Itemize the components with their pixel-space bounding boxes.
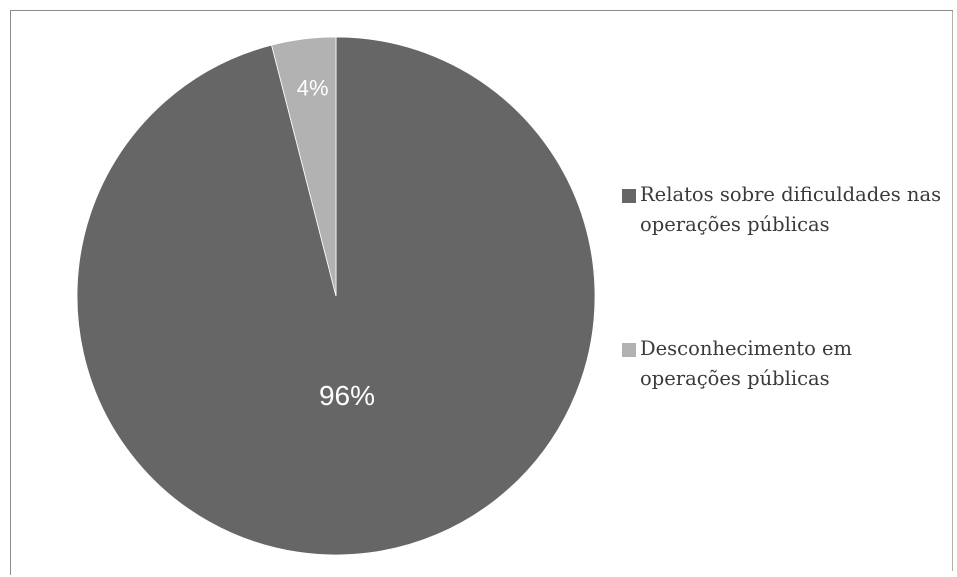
pie-label-1: 4% [297,76,329,101]
pie-data-labels: 96% 4% [297,76,375,411]
legend-swatch-desconhecimento [622,343,636,357]
legend-item-desconhecimento: Desconhecimento em operações públicas [622,334,952,394]
chart-legend: Relatos sobre dificuldades nas operações… [622,180,952,394]
legend-label-relatos: Relatos sobre dificuldades nas operações… [640,183,942,236]
legend-item-relatos: Relatos sobre dificuldades nas operações… [622,180,952,240]
pie-label-0: 96% [319,380,375,411]
pie-slices [76,36,596,556]
pie-slice-1 [271,36,337,297]
legend-label-desconhecimento: Desconhecimento em operações públicas [640,337,853,390]
legend-swatch-relatos [622,189,636,203]
